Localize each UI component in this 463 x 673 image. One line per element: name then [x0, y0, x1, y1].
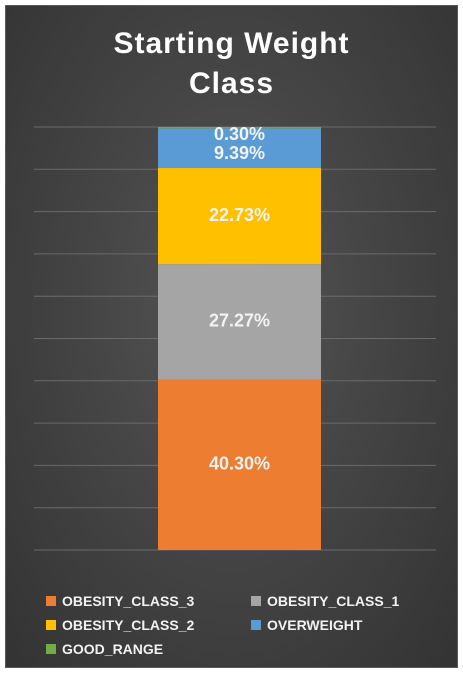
legend-label: OBESITY_CLASS_1 [267, 593, 400, 609]
data-label-obesity-class-1: 27.27% [209, 311, 270, 331]
legend-label: OBESITY_CLASS_3 [62, 593, 195, 609]
bar-segment-good-range [158, 127, 321, 129]
data-label-obesity-class-2: 22.73% [209, 205, 270, 225]
bar-segment-overweight [158, 128, 321, 169]
legend-item-obesity-class-1: OBESITY_CLASS_1 [251, 591, 451, 611]
chart-frame: Starting Weight Class 40.30% 27.27% 22.73%… [5, 5, 458, 668]
legend-item-obesity-class-2: OBESITY_CLASS_2 [46, 615, 251, 635]
bar-segment-obesity-class-3 [158, 379, 321, 550]
data-label-overweight: 9.39% [214, 143, 265, 163]
legend-swatch [46, 620, 56, 630]
chart-title: Starting Weight Class [6, 24, 457, 104]
bar-segment-obesity-class-2 [158, 168, 321, 265]
data-label-good-range: 0.30% [214, 124, 265, 144]
legend-item-overweight: OVERWEIGHT [251, 615, 451, 635]
legend-label: OBESITY_CLASS_2 [62, 617, 195, 633]
legend-item-obesity-class-3: OBESITY_CLASS_3 [46, 591, 251, 611]
chart-legend: OBESITY_CLASS_3 OBESITY_CLASS_1 OBESITY_… [46, 591, 456, 659]
legend-swatch [46, 596, 56, 606]
legend-swatch [251, 596, 261, 606]
chart-title-line-2: Class [188, 67, 275, 100]
legend-swatch [251, 620, 261, 630]
bar-segment-obesity-class-1 [158, 264, 321, 380]
legend-swatch [46, 644, 56, 654]
chart-plot-area: 40.30% 27.27% 22.73% 9.39%0.30% [34, 124, 436, 551]
legend-label: GOOD_RANGE [62, 641, 164, 657]
legend-item-good-range: GOOD_RANGE [46, 639, 251, 659]
chart-title-line-1: Starting Weight [113, 27, 350, 60]
legend-label: OVERWEIGHT [267, 617, 363, 633]
data-label-obesity-class-3: 40.30% [209, 454, 270, 474]
